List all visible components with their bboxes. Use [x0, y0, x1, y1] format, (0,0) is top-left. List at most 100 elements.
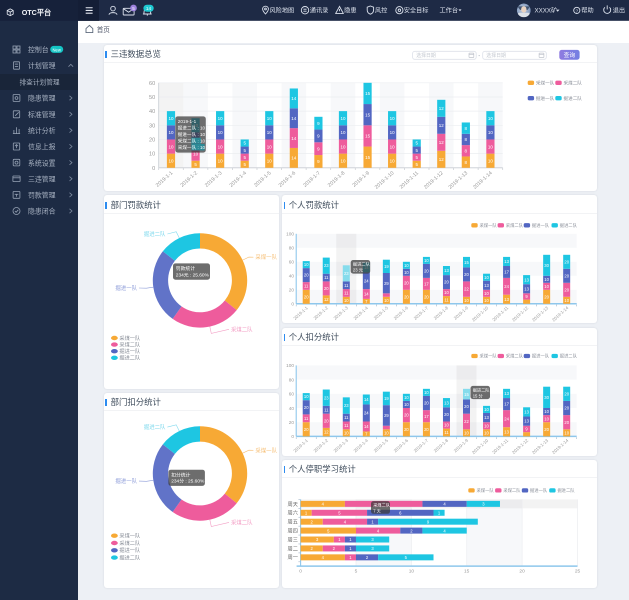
svg-text:帮助: 帮助: [581, 7, 593, 15]
svg-text:信息上报: 信息上报: [28, 142, 56, 151]
svg-text:2019-1-3: 2019-1-3: [332, 437, 349, 453]
svg-text:2019-1-10: 2019-1-10: [471, 437, 490, 454]
svg-text:New: New: [53, 47, 62, 52]
svg-text:40: 40: [289, 274, 295, 279]
svg-text:10: 10: [217, 158, 223, 163]
svg-text:13: 13: [504, 429, 509, 434]
svg-text:40: 40: [289, 406, 295, 411]
svg-text:工作台: 工作台: [440, 7, 459, 15]
svg-text:60: 60: [289, 391, 295, 396]
svg-text:选择日期: 选择日期: [486, 52, 506, 59]
svg-text:10: 10: [340, 115, 346, 120]
svg-text:4: 4: [443, 528, 446, 533]
svg-text:2: 2: [310, 519, 313, 524]
svg-text:3: 3: [371, 546, 374, 551]
svg-text:14: 14: [291, 115, 297, 120]
svg-text:20: 20: [564, 287, 569, 292]
svg-text:风险地图: 风险地图: [270, 7, 295, 15]
svg-text:20: 20: [564, 420, 569, 425]
svg-text:采煤二队 : 10: 采煤二队 : 10: [177, 137, 205, 144]
svg-text:22: 22: [464, 419, 469, 424]
svg-text:14: 14: [364, 424, 369, 429]
svg-text:17: 17: [424, 282, 429, 287]
svg-text:11: 11: [444, 430, 449, 435]
svg-text:24: 24: [504, 416, 509, 421]
svg-text:20: 20: [424, 400, 429, 405]
svg-text:9: 9: [317, 133, 320, 138]
svg-text:11: 11: [344, 291, 349, 296]
svg-text:15: 15: [464, 260, 469, 265]
svg-text:2019-1-4: 2019-1-4: [352, 305, 369, 321]
svg-text:23: 23: [344, 403, 349, 408]
svg-text:2019-1-14: 2019-1-14: [551, 305, 570, 322]
svg-text:掘进二队: 掘进二队: [557, 487, 575, 494]
svg-text:10: 10: [266, 115, 272, 120]
svg-text:10: 10: [487, 158, 493, 163]
svg-text:40: 40: [149, 109, 155, 115]
svg-text:10: 10: [487, 144, 493, 149]
svg-text:6: 6: [399, 510, 402, 515]
svg-text:掘进二队: 掘进二队: [143, 423, 165, 431]
svg-text:3: 3: [482, 501, 485, 506]
svg-text:2019-1-9: 2019-1-9: [453, 437, 470, 453]
svg-text:20: 20: [444, 412, 449, 417]
svg-text:2019-1-4: 2019-1-4: [228, 170, 248, 188]
svg-text:15: 15: [365, 154, 371, 159]
svg-text:24: 24: [364, 278, 369, 283]
svg-text:4: 4: [321, 555, 324, 560]
svg-text:10: 10: [444, 290, 449, 295]
svg-text:2019-1-14: 2019-1-14: [472, 170, 494, 190]
svg-text:首页: 首页: [97, 25, 111, 34]
svg-text:2019-1-8: 2019-1-8: [326, 170, 346, 188]
svg-text:10: 10: [487, 115, 493, 120]
svg-text:10: 10: [266, 130, 272, 135]
svg-text:10: 10: [389, 144, 395, 149]
svg-text:11: 11: [324, 275, 329, 280]
svg-text:14: 14: [291, 96, 297, 101]
svg-text:10: 10: [484, 275, 489, 280]
svg-text:10: 10: [217, 130, 223, 135]
svg-text:采煤一队: 采煤一队: [119, 334, 141, 342]
svg-text:30: 30: [544, 395, 549, 400]
svg-text:扣分统计: 扣分统计: [171, 471, 190, 478]
svg-text:5: 5: [243, 162, 246, 167]
svg-text:10: 10: [149, 151, 155, 157]
svg-text:19: 19: [384, 264, 389, 269]
svg-text:掘进二队: 掘进二队: [119, 354, 141, 362]
svg-text:80: 80: [289, 246, 295, 251]
svg-text:10: 10: [424, 258, 429, 263]
svg-text:采煤二队: 采煤二队: [119, 539, 141, 547]
svg-text:7: 7: [365, 431, 368, 436]
svg-text:20: 20: [289, 420, 295, 425]
svg-text:通讯录: 通讯录: [310, 7, 329, 15]
svg-text:4: 4: [443, 501, 446, 506]
svg-text:12: 12: [324, 297, 329, 302]
svg-text:掘进二队: 掘进二队: [559, 352, 577, 359]
svg-text:60: 60: [149, 80, 155, 86]
svg-text:罚款管理: 罚款管理: [28, 191, 56, 200]
svg-text:周六: 周六: [287, 509, 297, 517]
svg-text:13: 13: [524, 286, 529, 291]
svg-text:10: 10: [404, 263, 409, 268]
svg-text:10: 10: [544, 409, 549, 414]
svg-text:11: 11: [344, 415, 349, 420]
svg-text:14: 14: [364, 292, 369, 297]
svg-text:隐患管理: 隐患管理: [28, 94, 56, 103]
svg-text:2: 2: [332, 546, 335, 551]
svg-text:2019-1-2: 2019-1-2: [312, 437, 329, 453]
svg-text:周一: 周一: [287, 554, 297, 561]
svg-text:2019-1-5: 2019-1-5: [372, 437, 389, 453]
svg-text:5: 5: [404, 555, 407, 560]
svg-text:11: 11: [444, 298, 449, 303]
svg-text:退出: 退出: [613, 7, 625, 15]
svg-text:23: 23: [324, 395, 329, 400]
svg-text:周三: 周三: [287, 536, 297, 543]
svg-text:10: 10: [340, 158, 346, 163]
svg-text:1: 1: [371, 519, 374, 524]
svg-text:掘进一队: 掘进一队: [119, 347, 141, 355]
svg-text:20: 20: [404, 294, 409, 299]
svg-text:掘进一队: 掘进一队: [115, 477, 137, 485]
svg-text:60: 60: [289, 260, 295, 265]
svg-text:10: 10: [404, 395, 409, 400]
svg-text:14: 14: [364, 397, 369, 402]
